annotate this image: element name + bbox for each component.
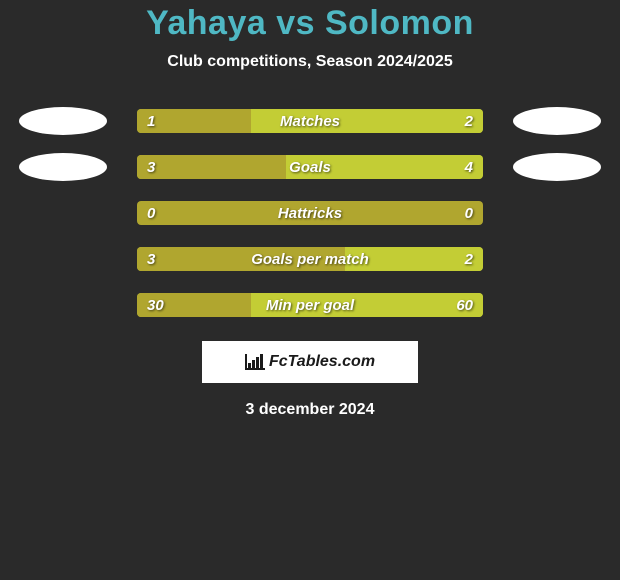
logo-text: FcTables.com (269, 353, 375, 371)
stat-value-right: 2 (455, 109, 483, 133)
stat-row: 0 0Hattricks (0, 201, 620, 225)
stat-bar: 0 0Hattricks (137, 201, 483, 225)
logo-box[interactable]: FcTables.com (202, 341, 418, 383)
comparison-widget: Yahaya vs Solomon Club competitions, Sea… (0, 0, 620, 419)
stat-label: Hattricks (137, 201, 483, 225)
avatar-right (513, 153, 601, 181)
stat-row: 3 4Goals (0, 155, 620, 179)
date: 3 december 2024 (0, 401, 620, 419)
avatar-left (19, 153, 107, 181)
stat-value-right: 0 (455, 201, 483, 225)
stat-value-left: 3 (137, 247, 165, 271)
stat-value-right: 60 (446, 293, 483, 317)
stat-value-left: 0 (137, 201, 165, 225)
stat-bar: 3 2Goals per match (137, 247, 483, 271)
stat-label: Min per goal (137, 293, 483, 317)
stat-value-left: 1 (137, 109, 165, 133)
subtitle: Club competitions, Season 2024/2025 (0, 53, 620, 71)
logo: FcTables.com (245, 353, 375, 371)
stat-row: 3 2Goals per match (0, 247, 620, 271)
stat-value-left: 30 (137, 293, 174, 317)
stat-bar: 30 60Min per goal (137, 293, 483, 317)
stat-label: Goals (137, 155, 483, 179)
stat-bar: 1 2Matches (137, 109, 483, 133)
stat-label: Matches (137, 109, 483, 133)
stat-bar: 3 4Goals (137, 155, 483, 179)
stat-value-left: 3 (137, 155, 165, 179)
stat-value-right: 4 (455, 155, 483, 179)
stat-row: 30 60Min per goal (0, 293, 620, 317)
barchart-icon (245, 354, 265, 370)
avatar-left (19, 107, 107, 135)
stats-rows: 12Matches34Goals00Hattricks32Goals per m… (0, 109, 620, 317)
stat-row: 1 2Matches (0, 109, 620, 133)
stat-value-right: 2 (455, 247, 483, 271)
page-title: Yahaya vs Solomon (0, 4, 620, 43)
avatar-right (513, 107, 601, 135)
stat-label: Goals per match (137, 247, 483, 271)
